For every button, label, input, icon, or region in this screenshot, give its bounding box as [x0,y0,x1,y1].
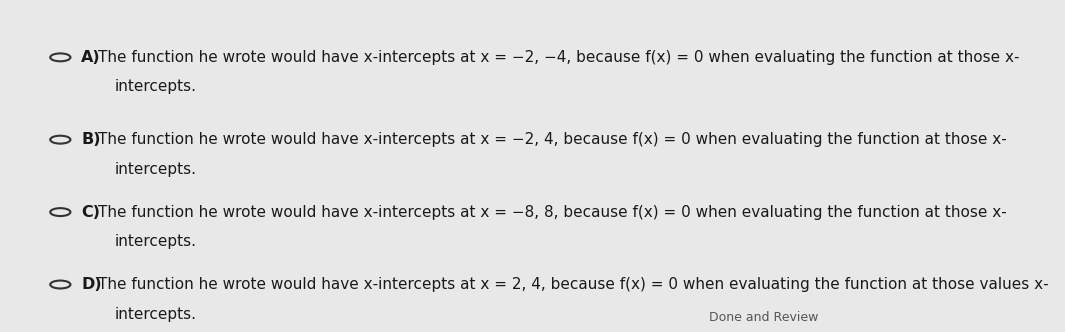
Text: intercepts.: intercepts. [115,79,197,95]
Text: The function he wrote would have x-intercepts at x = −2, −4, because f(x) = 0 wh: The function he wrote would have x-inter… [98,50,1019,65]
Text: The function he wrote would have x-intercepts at x = −2, 4, because f(x) = 0 whe: The function he wrote would have x-inter… [98,132,1007,147]
Text: intercepts.: intercepts. [115,234,197,249]
Text: intercepts.: intercepts. [115,162,197,177]
Text: The function he wrote would have x-intercepts at x = 2, 4, because f(x) = 0 when: The function he wrote would have x-inter… [98,277,1049,292]
Text: D): D) [81,277,102,292]
Text: Done and Review: Done and Review [709,311,818,324]
Text: intercepts.: intercepts. [115,307,197,322]
Text: B): B) [81,132,101,147]
Text: C): C) [81,205,100,219]
Text: The function he wrote would have x-intercepts at x = −8, 8, because f(x) = 0 whe: The function he wrote would have x-inter… [98,205,1007,219]
Text: A): A) [81,50,101,65]
